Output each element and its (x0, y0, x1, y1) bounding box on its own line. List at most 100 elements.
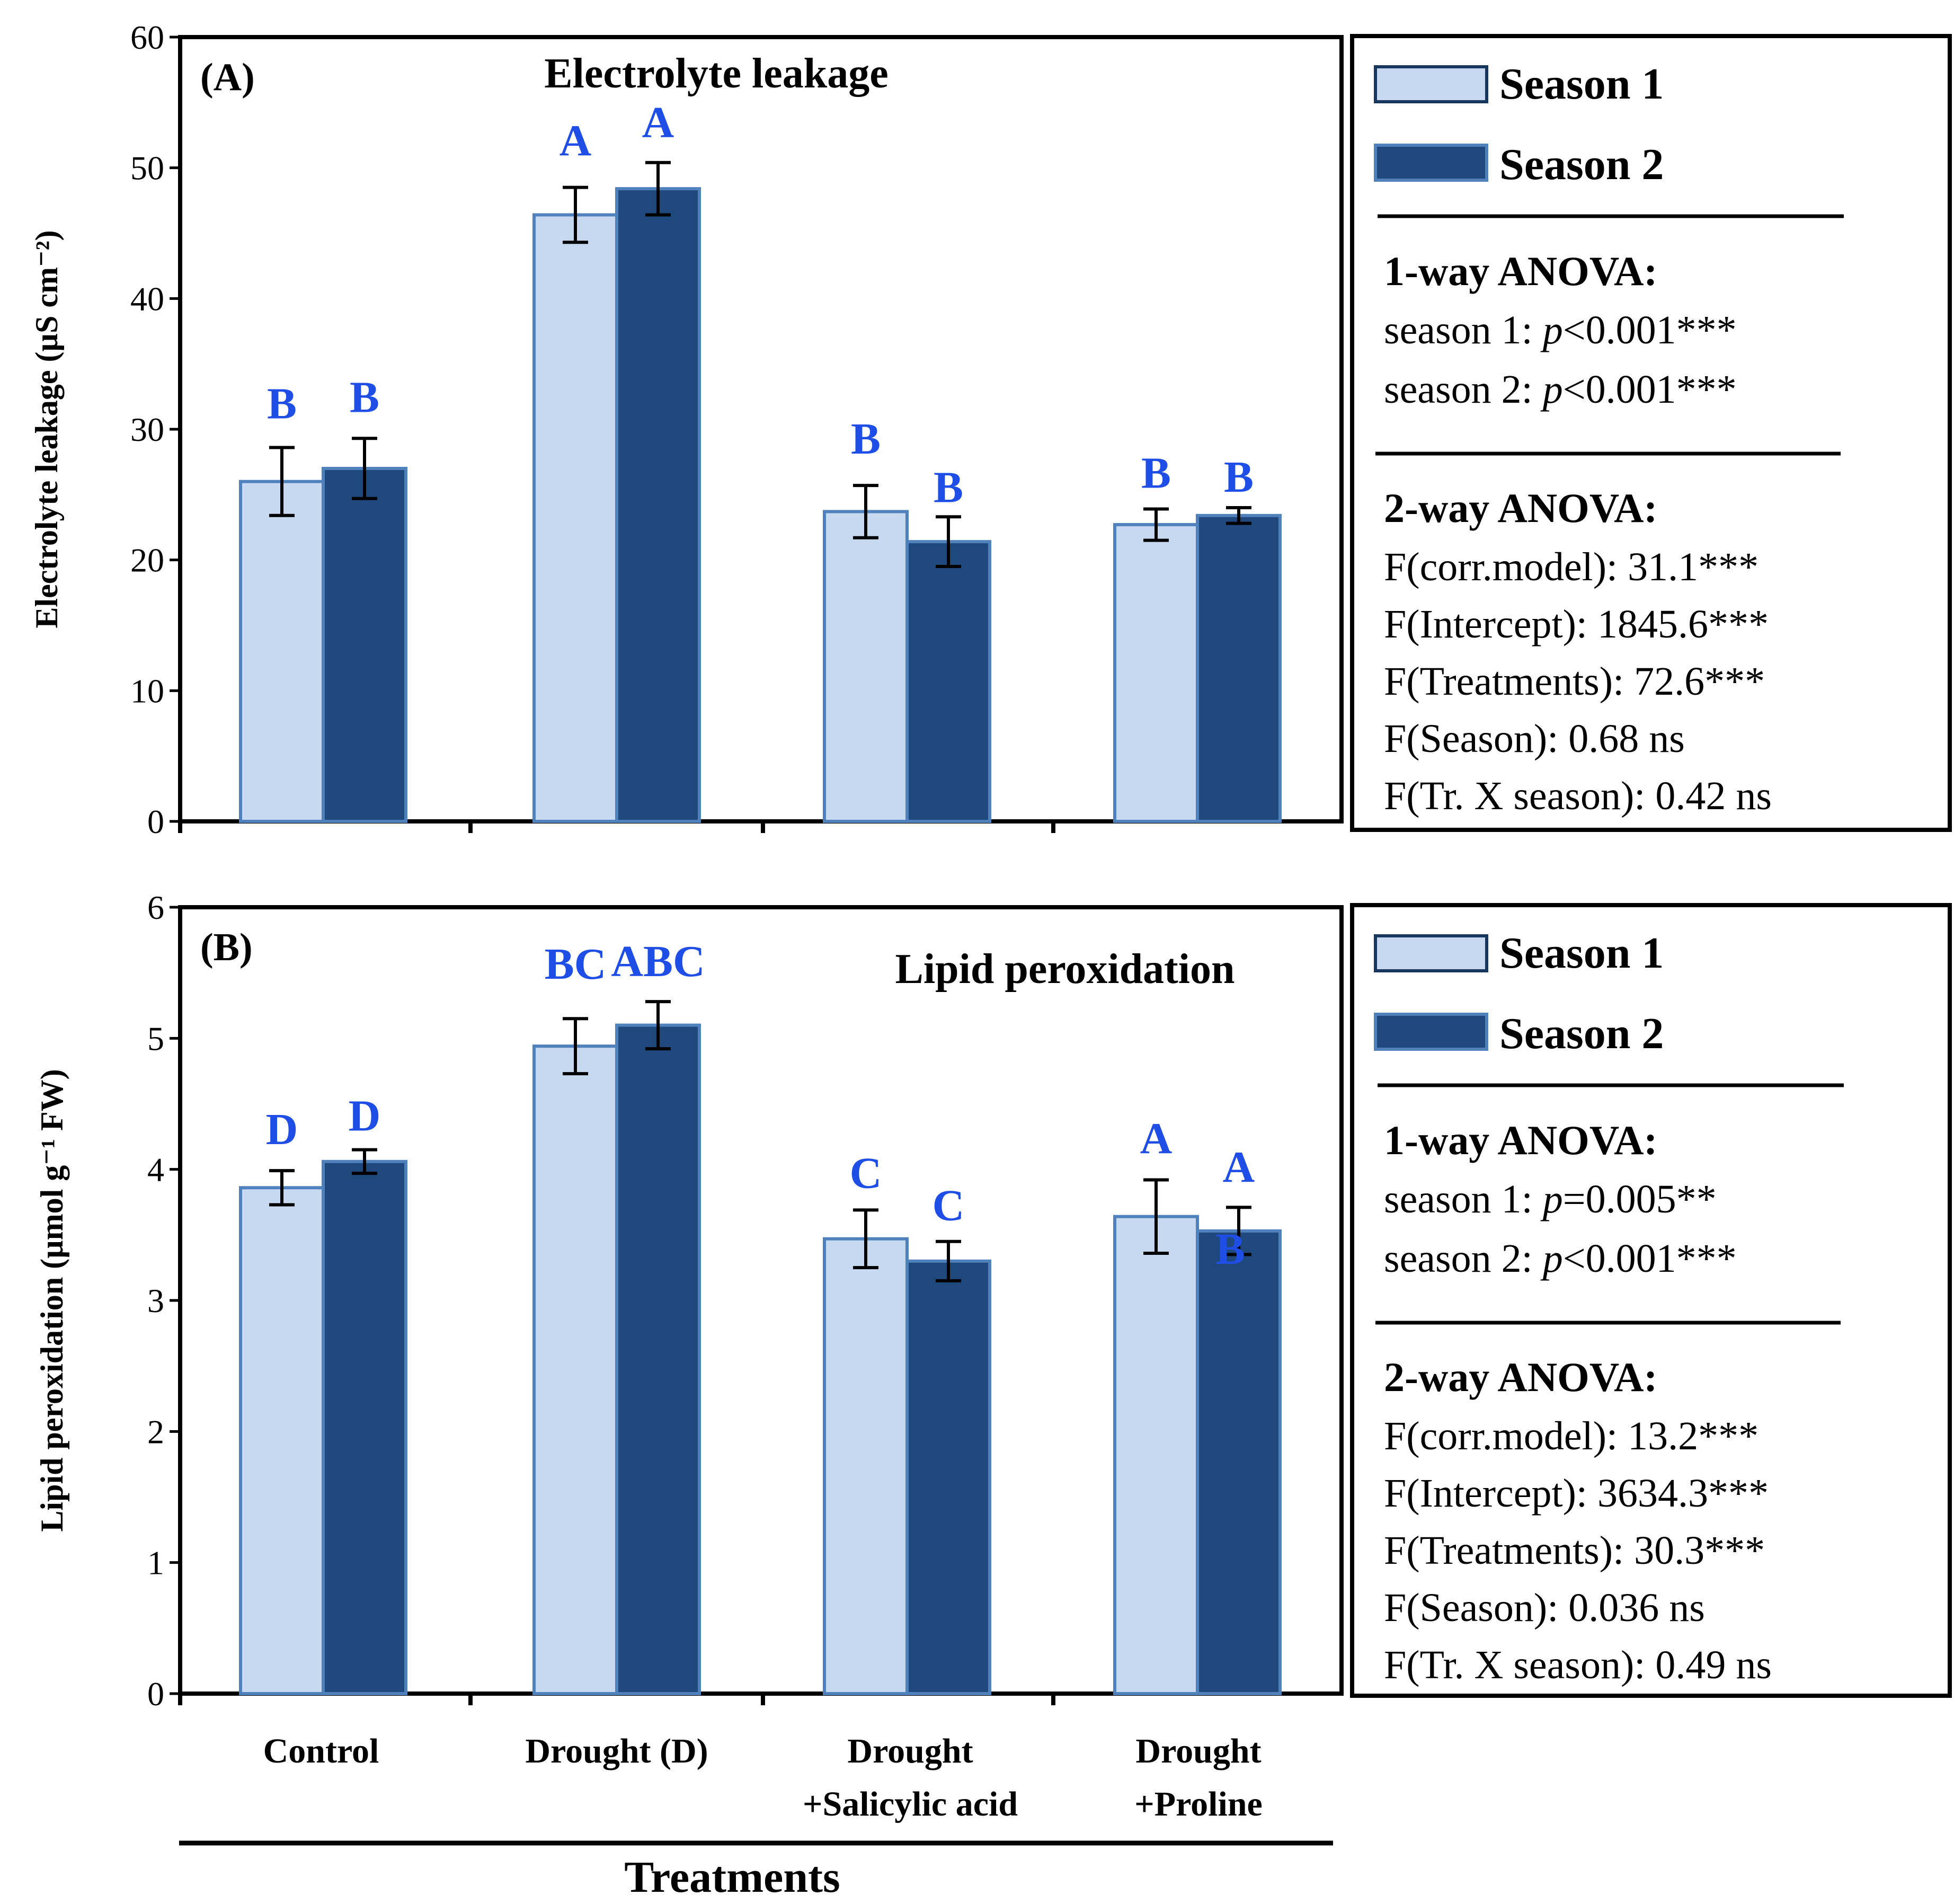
significance-letter: B (350, 373, 379, 422)
significance-letter: D (266, 1105, 298, 1154)
bar-season2 (615, 187, 701, 823)
twoway-result: F(corr.model): 13.2*** (1384, 1414, 1758, 1458)
bar-season1 (1113, 1215, 1199, 1696)
stats-box: Season 1 Season 2 1-way ANOVA: season 1: p<… (1350, 34, 1952, 832)
significance-letter: B (934, 463, 963, 512)
y-tick-label: 6 (147, 889, 164, 926)
legend-swatch-season1 (1374, 934, 1488, 972)
error-bar (269, 1169, 295, 1207)
error-bar (563, 185, 588, 244)
twoway-result: F(Treatments): 72.6*** (1384, 659, 1765, 704)
twoway-title: 2-way ANOVA: (1384, 485, 1657, 531)
bar-season2 (615, 1023, 701, 1695)
bar-season2 (905, 540, 991, 823)
category-label: +Salicylic acid (803, 1785, 1018, 1823)
category-label: +Proline (1134, 1785, 1263, 1823)
panel-title: Lipid peroxidation (895, 946, 1235, 993)
y-tick-label: 4 (147, 1151, 164, 1189)
bar-season1 (1113, 523, 1199, 823)
x-axis-title: Treatments (624, 1853, 840, 1902)
y-tick-label: 30 (130, 411, 164, 448)
twoway-result: F(Season): 0.036 ns (1384, 1586, 1705, 1630)
significance-letter: A (1140, 1114, 1173, 1163)
oneway-prefix: season 1: (1384, 1177, 1543, 1221)
bar-season1 (823, 1237, 909, 1696)
twoway-result: F(Intercept): 3634.3*** (1384, 1471, 1769, 1516)
oneway-value: <0.001*** (1563, 1236, 1737, 1281)
significance-letter: C (932, 1181, 965, 1230)
oneway-prefix: season 2: (1384, 1236, 1543, 1281)
twoway-result: F(Tr. X season): 0.49 ns (1384, 1643, 1772, 1687)
legend-swatch-season2 (1374, 1013, 1488, 1051)
oneway-result: season 1: p<0.001*** (1384, 308, 1737, 352)
bar-season1 (239, 1186, 325, 1695)
y-tick-label: 1 (147, 1544, 164, 1582)
twoway-title: 2-way ANOVA: (1384, 1354, 1657, 1400)
bar-season1 (532, 213, 618, 823)
significance-letter: B (267, 379, 297, 429)
bar-season2 (1196, 513, 1282, 823)
error-bar (645, 161, 671, 217)
oneway-title: 1-way ANOVA: (1384, 1117, 1657, 1163)
panel-label: (B) (200, 926, 253, 969)
significance-letter: ABC (611, 937, 705, 986)
error-bar (1143, 1178, 1169, 1255)
oneway-result: season 1: p=0.005** (1384, 1177, 1717, 1221)
panel-a: 0 10 20 30 40 50 60 Electrolyte leakage (µS cm⁻… (29, 19, 1952, 840)
legend-label-season2: Season 2 (1499, 1009, 1664, 1058)
panel-b: 0 1 2 3 4 5 6 Lipid peroxidation (µmol g⁻¹ FW) (… (34, 889, 1952, 1713)
category-label: Drought (847, 1732, 973, 1770)
p-symbol: p (1540, 1236, 1563, 1281)
oneway-value: =0.005** (1563, 1177, 1717, 1221)
significance-letter: B (1224, 453, 1254, 502)
p-symbol: p (1540, 1177, 1563, 1221)
bar-season1 (823, 510, 909, 823)
category-label: Drought (1135, 1732, 1261, 1770)
y-tick-label: 60 (130, 19, 164, 56)
p-symbol: p (1540, 367, 1563, 412)
bar-season2 (322, 1159, 407, 1695)
oneway-title: 1-way ANOVA: (1384, 248, 1657, 294)
error-bar (853, 484, 878, 539)
bar-season2 (322, 467, 407, 823)
oneway-prefix: season 2: (1384, 367, 1543, 412)
y-tick-label: 20 (130, 542, 164, 579)
oneway-value: <0.001*** (1563, 367, 1737, 412)
y-tick-label: 2 (147, 1413, 164, 1450)
y-axis-title: Lipid peroxidation (µmol g⁻¹ FW) (34, 1069, 69, 1531)
significance-letter: D (349, 1092, 381, 1141)
significance-letter: C (850, 1148, 882, 1198)
error-bar (936, 1239, 961, 1282)
y-axis-title: Electrolyte leakage (µS cm⁻²) (29, 230, 64, 628)
significance-letter: A (559, 117, 592, 166)
error-bar (936, 515, 961, 568)
error-bar (563, 1017, 588, 1076)
y-tick-label: 0 (147, 803, 164, 840)
oneway-result: season 2: p<0.001*** (1384, 1236, 1737, 1281)
twoway-result: F(Season): 0.68 ns (1384, 716, 1685, 761)
legend-label-season1: Season 1 (1499, 59, 1664, 109)
error-bar (1143, 507, 1169, 542)
significance-letter: B (851, 414, 881, 464)
error-bar (1226, 506, 1251, 525)
legend-swatch-season1 (1374, 65, 1488, 103)
panel-title: Electrolyte leakage (544, 50, 888, 97)
significance-letter: B (1215, 1225, 1245, 1274)
bar-season1 (532, 1044, 618, 1695)
y-tick-label: 40 (130, 280, 164, 317)
twoway-result: F(Tr. X season): 0.42 ns (1384, 774, 1772, 818)
category-label: Control (263, 1732, 379, 1770)
y-tick-label: 5 (147, 1020, 164, 1057)
bar-season2 (905, 1259, 991, 1696)
bar-season1 (239, 480, 325, 823)
legend-swatch-season2 (1374, 144, 1488, 182)
bar-season2 (1196, 1229, 1282, 1695)
y-tick-label: 50 (130, 149, 164, 187)
panel-label: (A) (200, 56, 255, 99)
error-bar (352, 1148, 377, 1175)
oneway-result: season 2: p<0.001*** (1384, 367, 1737, 412)
category-label: Drought (D) (525, 1732, 708, 1770)
p-symbol: p (1540, 308, 1563, 352)
significance-letter: A (1223, 1143, 1255, 1192)
